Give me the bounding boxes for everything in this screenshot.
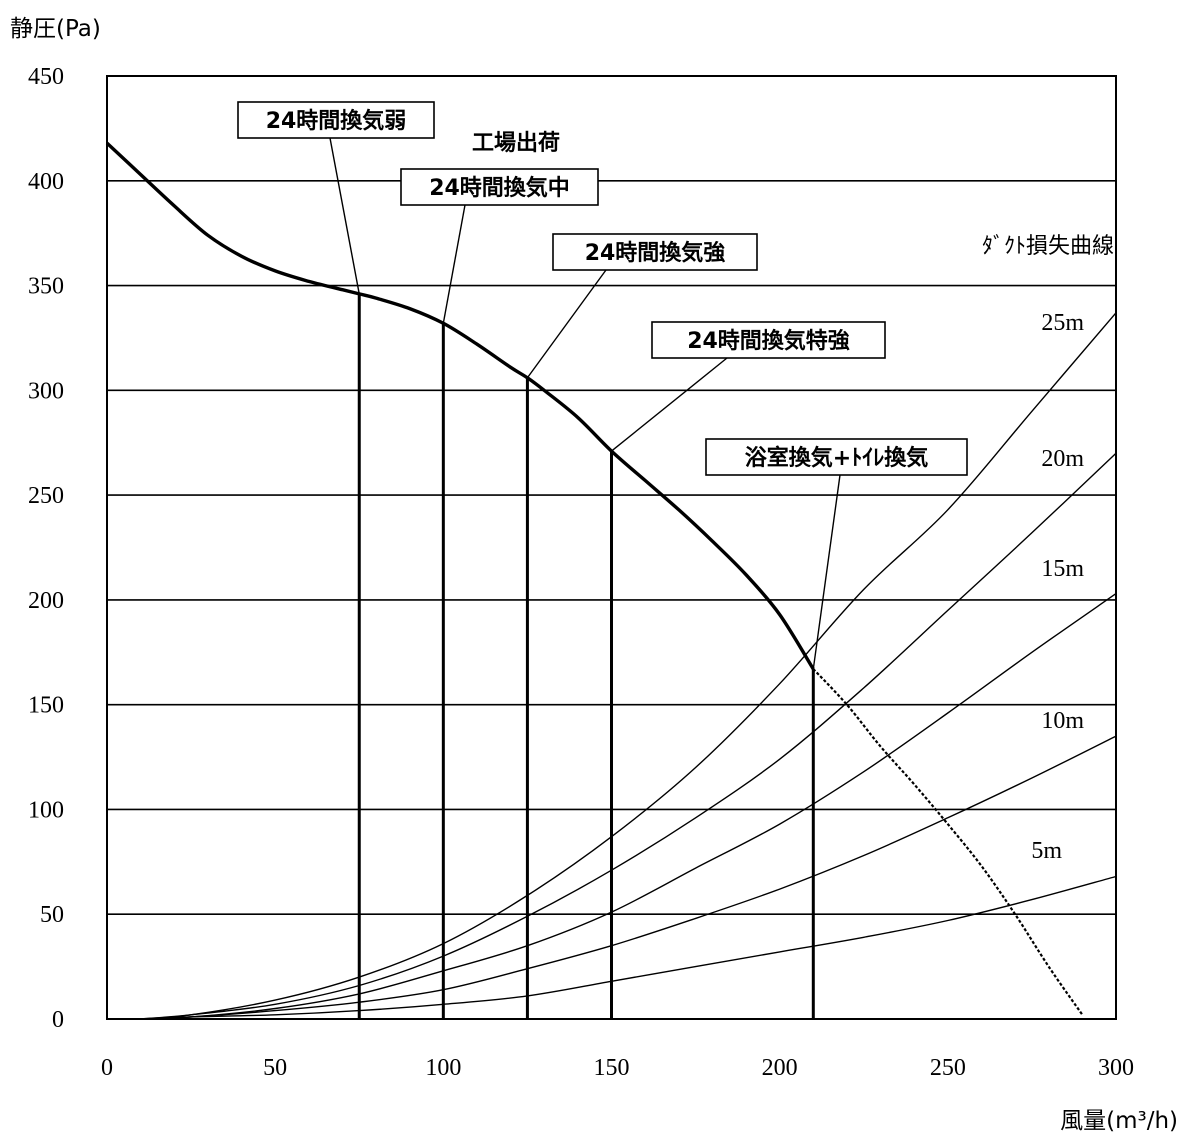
duct-loss-label: 5m bbox=[1031, 838, 1062, 864]
operating-point-label: 24時間換気中 bbox=[429, 175, 570, 201]
duct-loss-label: 20m bbox=[1041, 446, 1084, 472]
leader-line bbox=[812, 474, 841, 670]
operating-point-box bbox=[552, 233, 758, 271]
leader-line bbox=[442, 204, 466, 324]
x-tick-label: 300 bbox=[1098, 1055, 1134, 1081]
duct-loss-curve-25m bbox=[140, 312, 1117, 1020]
duct-loss-curve-15m bbox=[140, 593, 1117, 1020]
operating-point-box bbox=[400, 168, 599, 206]
y-tick-label: 100 bbox=[28, 797, 64, 823]
leader-line bbox=[611, 357, 728, 452]
y-tick-label: 0 bbox=[52, 1007, 64, 1033]
x-tick-label: 100 bbox=[425, 1055, 461, 1081]
x-tick-label: 250 bbox=[930, 1055, 966, 1081]
x-tick-label: 150 bbox=[594, 1055, 630, 1081]
operating-point-box bbox=[651, 321, 886, 359]
y-tick-labels: 0 50 100 150 200 250 300 350 400 450 bbox=[28, 64, 64, 1033]
x-tick-label: 0 bbox=[101, 1055, 113, 1081]
y-tick-label: 150 bbox=[28, 693, 64, 719]
duct-loss-curve-10m bbox=[140, 735, 1117, 1020]
y-tick-label: 300 bbox=[28, 378, 64, 404]
duct-loss-title: ﾀﾞｸﾄ損失曲線 bbox=[982, 234, 1114, 259]
y-tick-label: 350 bbox=[28, 274, 64, 300]
fan-curve bbox=[105, 141, 1084, 1016]
operating-point-box bbox=[237, 101, 435, 139]
y-tick-label: 400 bbox=[28, 169, 64, 195]
duct-loss-label: 10m bbox=[1041, 708, 1084, 734]
leader-line bbox=[526, 269, 607, 379]
y-tick-label: 250 bbox=[28, 483, 64, 509]
duct-loss-label: 15m bbox=[1041, 556, 1084, 582]
duct-loss-curves: 25m 20m 15m 10m 5m bbox=[140, 310, 1117, 1020]
duct-loss-label: 25m bbox=[1041, 310, 1084, 336]
duct-loss-curve-20m bbox=[140, 452, 1117, 1020]
operating-point-box bbox=[705, 438, 968, 476]
factory-default-annotation: 工場出荷 bbox=[472, 131, 560, 156]
operating-point-label: 24時間換気弱 bbox=[266, 108, 407, 134]
y-tick-label: 200 bbox=[28, 588, 64, 614]
fan-curve-extension bbox=[812, 668, 1084, 1016]
operating-point-label: 24時間換気特強 bbox=[687, 328, 850, 354]
y-tick-label: 450 bbox=[28, 64, 64, 90]
x-tick-labels: 0 50 100 150 200 250 300 bbox=[101, 1055, 1134, 1081]
leader-line bbox=[329, 137, 360, 295]
x-axis-title: 風量(m³/h) bbox=[1060, 1108, 1178, 1134]
operating-point-lines bbox=[357, 293, 815, 1019]
x-tick-label: 50 bbox=[263, 1055, 287, 1081]
y-axis-title: 静圧(Pa) bbox=[10, 16, 101, 42]
operating-point-label: 浴室換気+ﾄｲﾚ換気 bbox=[745, 445, 928, 471]
x-tick-label: 200 bbox=[762, 1055, 798, 1081]
operating-point-label: 24時間換気強 bbox=[585, 240, 726, 266]
fan-curve-line bbox=[105, 141, 815, 670]
y-tick-label: 50 bbox=[40, 902, 64, 928]
